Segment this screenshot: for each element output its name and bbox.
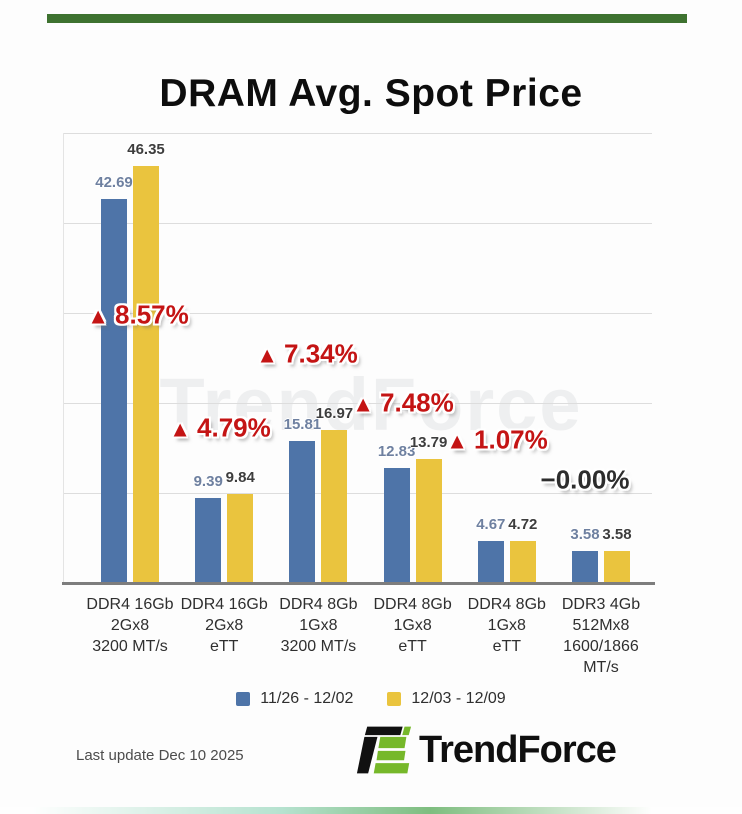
bar-week1-cat3 bbox=[289, 440, 316, 583]
bar-value-label: 4.67 bbox=[476, 515, 506, 533]
bar-value-label: 13.79 bbox=[409, 433, 448, 451]
legend-label-week1: 11/26 - 12/02 bbox=[260, 690, 354, 707]
category-label-3: DDR4 8Gb 1Gx8 3200 MT/s bbox=[279, 596, 358, 655]
bar-week2-cat2 bbox=[227, 494, 254, 583]
bar-value-label: 42.69 bbox=[95, 173, 133, 191]
up-triangle-icon: ▲ bbox=[87, 303, 110, 329]
x-axis-line bbox=[62, 582, 655, 585]
y-axis-line bbox=[63, 133, 64, 583]
bar-week1-cat5 bbox=[477, 540, 504, 583]
bar-value-label: 9.84 bbox=[225, 469, 255, 487]
category-label-2: DDR4 16Gb 2Gx8 eTT bbox=[180, 596, 268, 655]
last-update-text: Last update Dec 10 2025 bbox=[76, 747, 244, 764]
change-annotation-cat4: ▲ 7.48% bbox=[352, 387, 454, 418]
change-annotation-cat1: ▲ 8.57% bbox=[87, 299, 189, 330]
up-triangle-icon: ▲ bbox=[352, 391, 375, 417]
up-triangle-icon: ▲ bbox=[169, 416, 192, 442]
bar-week1-cat2 bbox=[195, 498, 222, 583]
bar-week1-cat1 bbox=[101, 198, 127, 583]
category-label-6: DDR3 4Gb 512Mx8 1600/1866 MT/s bbox=[561, 596, 641, 676]
bar-week1-cat6 bbox=[572, 550, 598, 583]
bar-value-label: 12.83 bbox=[377, 442, 416, 460]
up-triangle-icon: ▲ bbox=[256, 342, 279, 368]
bar-week2-cat5 bbox=[509, 540, 536, 583]
legend-swatch-blue bbox=[236, 692, 251, 706]
bar-week2-cat3 bbox=[321, 430, 348, 583]
gridline-30 bbox=[63, 313, 652, 314]
gridline-20 bbox=[63, 403, 652, 404]
up-triangle-icon: ▲ bbox=[446, 428, 469, 454]
bar-value-label: 46.35 bbox=[127, 140, 165, 158]
chart-legend: 11/26 - 12/02 12/03 - 12/09 bbox=[0, 690, 742, 708]
gridline-40 bbox=[63, 223, 652, 224]
change-annotation-cat3: ▲ 7.34% bbox=[256, 338, 358, 369]
legend-swatch-yellow bbox=[387, 692, 402, 706]
bottom-accent-strip bbox=[0, 807, 742, 814]
category-label-1: DDR4 16Gb 2Gx8 3200 MT/s bbox=[86, 596, 174, 655]
gridline-50 bbox=[63, 133, 652, 134]
bar-value-label: 15.81 bbox=[283, 415, 322, 433]
bar-week2-cat4 bbox=[415, 458, 442, 583]
page-title: DRAM Avg. Spot Price bbox=[159, 72, 583, 116]
legend-item-week2: 12/03 - 12/09 bbox=[387, 690, 506, 708]
bar-week2-cat6 bbox=[604, 550, 630, 583]
bar-week1-cat4 bbox=[383, 467, 410, 583]
bar-value-label: 4.72 bbox=[508, 515, 538, 533]
gridline-10 bbox=[63, 493, 652, 494]
bar-value-label: 16.97 bbox=[315, 405, 354, 423]
bar-value-label: 9.39 bbox=[193, 473, 223, 491]
legend-item-week1: 11/26 - 12/02 bbox=[236, 690, 353, 708]
brand-name: TrendForce bbox=[419, 728, 617, 771]
change-annotation-cat2: ▲ 4.79% bbox=[169, 412, 271, 443]
bar-week2-cat1 bbox=[133, 165, 159, 583]
category-label-5: DDR4 8Gb 1Gx8 eTT bbox=[467, 596, 546, 655]
bar-value-label: 3.58 bbox=[570, 525, 600, 543]
top-accent-bar bbox=[47, 14, 687, 23]
brand-lockup: TrendForce bbox=[356, 725, 617, 775]
change-annotation-cat6: −0.00% bbox=[540, 464, 630, 495]
bar-value-label: 3.58 bbox=[602, 525, 632, 543]
change-annotation-cat5: ▲ 1.07% bbox=[446, 424, 548, 455]
category-label-4: DDR4 8Gb 1Gx8 eTT bbox=[373, 596, 452, 655]
trendforce-logo-icon bbox=[356, 726, 412, 774]
legend-label-week2: 12/03 - 12/09 bbox=[411, 690, 506, 707]
